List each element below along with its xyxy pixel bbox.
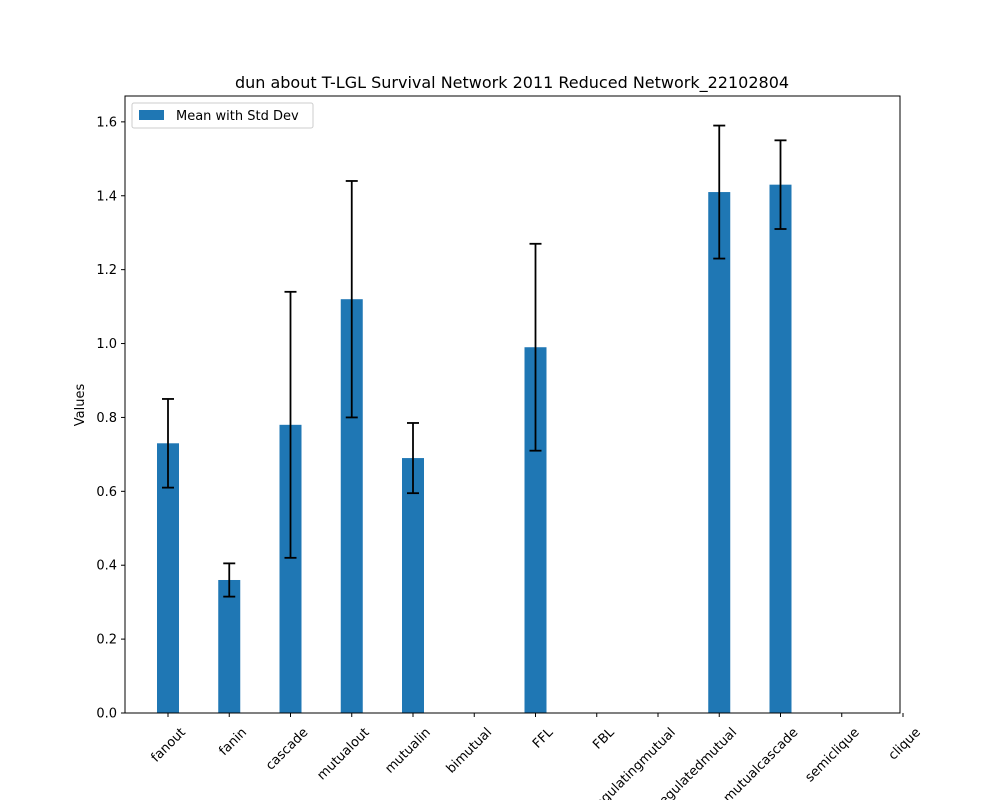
x-tick-label: fanin <box>216 725 250 759</box>
chart-title: dun about T-LGL Survival Network 2011 Re… <box>235 73 789 93</box>
error-bar-FFL <box>529 242 542 452</box>
y-tick-label: 0.6 <box>96 485 117 500</box>
x-tick-label: semiclique <box>803 725 863 785</box>
error-bars-layer <box>162 124 787 598</box>
error-bar-mutualin <box>407 422 419 495</box>
bar-mutualcascade <box>769 184 792 713</box>
y-tick-label: 1.0 <box>96 337 117 352</box>
x-tick-label: FBL <box>590 725 618 753</box>
error-bar-fanout <box>162 398 174 489</box>
y-tick-label: 0.0 <box>96 707 117 722</box>
y-tick-label: 0.4 <box>96 559 117 574</box>
error-bar-mutualout <box>345 180 358 419</box>
x-tick-label: mutualin <box>382 725 433 776</box>
x-tick-label: mutualout <box>315 725 373 783</box>
y-tick-label: 1.2 <box>96 263 117 278</box>
error-bar-mutualcascade <box>774 139 787 230</box>
bar-fanout <box>157 443 179 713</box>
y-tick-label: 0.2 <box>96 633 117 648</box>
bar-fanin <box>218 579 241 713</box>
x-tick-label: cascade <box>263 725 311 773</box>
bar-FFL <box>524 347 547 713</box>
x-axis: fanout fanin cascade mutualout mutualin bimut… <box>148 713 924 800</box>
y-axis-label: Values <box>73 384 88 427</box>
legend-swatch <box>139 110 164 120</box>
error-bar-regulatedmutual <box>713 124 726 260</box>
bar-cascade <box>279 424 302 713</box>
y-tick-label: 1.4 <box>96 189 117 204</box>
bar-regulatedmutual <box>708 192 731 713</box>
legend-box <box>131 102 314 129</box>
error-bar-fanin <box>223 562 236 598</box>
x-tick-label: bimutual <box>444 725 495 776</box>
x-tick-label: clique <box>886 725 924 763</box>
y-tick-label: 0.8 <box>96 411 117 426</box>
x-tick-label: fanout <box>148 725 188 765</box>
legend-label: Mean with Std Dev <box>176 109 299 124</box>
legend: Mean with Std Dev <box>131 102 314 129</box>
bar-mutualout <box>340 299 363 713</box>
y-axis: 0.0 0.2 0.4 0.6 0.8 1.0 1.2 1.4 1.6 <box>96 115 125 722</box>
bars-layer <box>157 184 792 713</box>
bar-mutualin <box>402 458 424 713</box>
x-tick-label: FFL <box>530 725 557 752</box>
plot-frame <box>124 95 901 714</box>
y-tick-label: 1.6 <box>96 115 117 130</box>
error-bar-cascade <box>284 290 297 559</box>
